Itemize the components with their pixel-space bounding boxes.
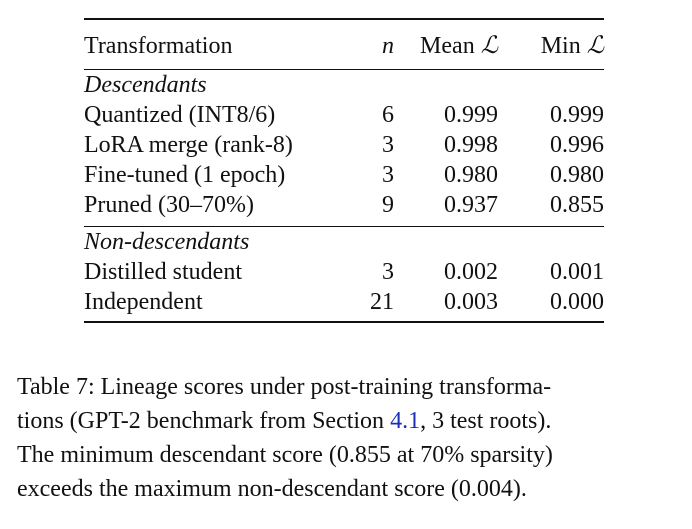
table-row: Quantized (INT8/6) 6 0.999 0.999 [84, 100, 604, 130]
lineage-scores-table: Transformation n Mean ℒ Min ℒ Descendant… [84, 18, 604, 323]
row-name: LoRA merge (rank-8) [84, 132, 293, 158]
table-row: LoRA merge (rank-8) 3 0.998 0.996 [84, 130, 604, 160]
header-mean-loss-symbol: ℒ [480, 31, 498, 59]
row-min: 0.996 [550, 132, 604, 158]
caption-line-4: exceeds the maximum non-descendant score… [17, 476, 527, 502]
header-transformation: Transformation [84, 18, 354, 70]
header-n-symbol: n [382, 32, 394, 59]
row-n: 3 [382, 162, 394, 188]
caption-line-1: Table 7: Lineage scores under post-train… [17, 374, 552, 400]
row-n: 6 [382, 102, 394, 128]
table-row: Distilled student 3 0.002 0.001 [84, 257, 604, 287]
row-name: Independent [84, 287, 354, 323]
row-mean: 0.998 [444, 132, 498, 158]
table-caption: Table 7: Lineage scores under post-train… [17, 370, 681, 506]
table-row: Fine-tuned (1 epoch) 3 0.980 0.980 [84, 160, 604, 190]
table-header-row: Transformation n Mean ℒ Min ℒ [84, 18, 604, 70]
section-reference-link[interactable]: 4.1 [390, 408, 421, 434]
row-name: Fine-tuned (1 epoch) [84, 162, 286, 188]
row-min: 0.999 [550, 102, 604, 128]
row-name: Quantized (INT8/6) [84, 102, 276, 128]
group-row-descendants: Descendants [84, 69, 604, 100]
caption-line-2-end: , 3 test roots). [420, 408, 552, 434]
caption-line-2: tions (GPT-2 benchmark from Section 4.1,… [17, 404, 681, 438]
row-n: 21 [354, 287, 394, 323]
row-n: 9 [382, 192, 394, 218]
row-min: 0.980 [550, 162, 604, 188]
row-mean: 0.999 [444, 102, 498, 128]
row-n: 3 [382, 132, 394, 158]
row-name: Distilled student [84, 259, 242, 285]
group-label-non-descendants: Non-descendants [84, 226, 604, 257]
row-mean: 0.003 [394, 287, 498, 323]
row-min: 0.001 [550, 259, 604, 285]
lineage-table-container: Transformation n Mean ℒ Min ℒ Descendant… [84, 18, 604, 323]
header-n: n [354, 18, 394, 70]
row-mean: 0.980 [444, 162, 498, 188]
row-min: 0.855 [550, 192, 604, 218]
row-min: 0.000 [498, 287, 604, 323]
table-row: Pruned (30–70%) 9 0.937 0.855 [84, 190, 604, 227]
group-row-non-descendants: Non-descendants [84, 226, 604, 257]
caption-line-2-start: tions (GPT-2 benchmark from Section [17, 408, 391, 434]
table-row: Independent 21 0.003 0.000 [84, 287, 604, 323]
caption-line-3: The minimum descendant score (0.855 at 7… [17, 442, 553, 468]
header-min-loss: Min ℒ [498, 18, 604, 70]
header-mean-label: Mean [420, 33, 475, 59]
header-mean-loss: Mean ℒ [394, 18, 498, 70]
row-mean: 0.937 [444, 192, 498, 218]
header-min-label: Min [540, 33, 581, 59]
row-name: Pruned (30–70%) [84, 192, 254, 218]
header-min-loss-symbol: ℒ [586, 31, 604, 59]
group-label-descendants: Descendants [84, 69, 604, 100]
row-n: 3 [382, 259, 394, 285]
row-mean: 0.002 [444, 259, 498, 285]
